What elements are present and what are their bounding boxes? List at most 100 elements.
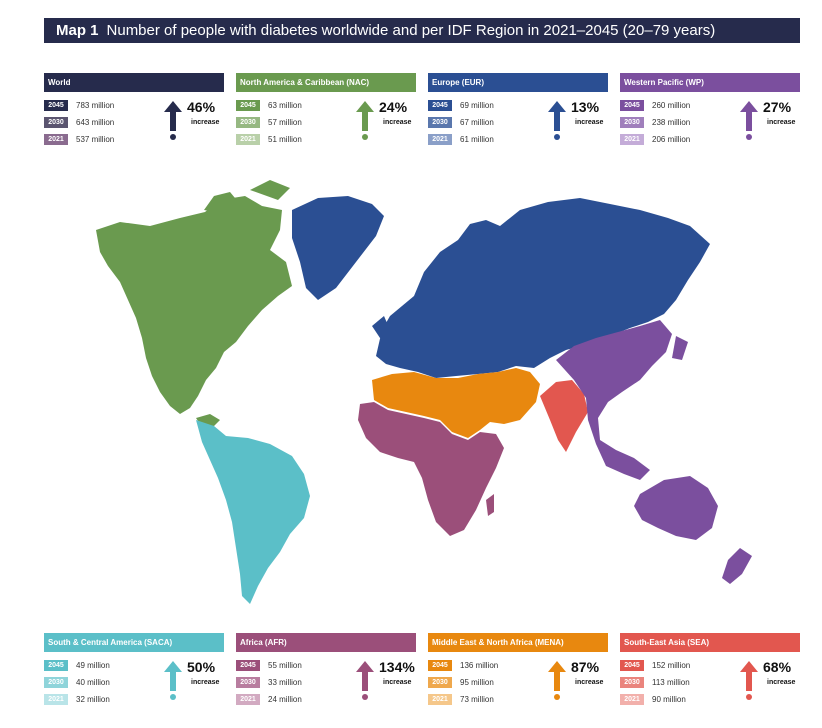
increase-label: increase [383, 679, 412, 686]
year-value: 113 million [652, 678, 690, 687]
region-panel-north-america-caribbean-nac: North America & Caribbean (NAC) 2045 63 mi… [236, 73, 416, 148]
year-badge: 2021 [428, 134, 452, 145]
year-row: 2030 67 million [428, 114, 608, 131]
year-row: 2030 40 million [44, 674, 224, 691]
year-row: 2021 73 million [428, 691, 608, 708]
map-title: Number of people with diabetes worldwide… [106, 22, 716, 39]
year-badge: 2045 [428, 660, 452, 671]
year-badge: 2030 [620, 677, 644, 688]
increase-label: increase [191, 119, 220, 126]
year-value: 49 million [76, 661, 110, 670]
year-row: 2045 63 million [236, 97, 416, 114]
increase-percent: 50% [187, 659, 216, 675]
year-badge: 2030 [44, 117, 68, 128]
year-value: 238 million [652, 118, 691, 127]
year-row: 2021 51 million [236, 131, 416, 148]
year-value: 32 million [76, 695, 110, 704]
year-badge: 2030 [236, 677, 260, 688]
increase-percent: 13% [571, 99, 600, 115]
region-eur [372, 198, 710, 378]
increase-label: increase [767, 679, 796, 686]
region-header: South & Central America (SACA) [44, 633, 224, 652]
region-panel-africa-afr: Africa (AFR) 2045 55 million 2030 33 million… [236, 633, 416, 708]
year-value: 260 million [652, 101, 691, 110]
region-rows: 2045 152 million 2030 113 million 2021 90 mil… [620, 657, 800, 708]
region-rows: 2045 49 million 2030 40 million 2021 32 milli… [44, 657, 224, 708]
year-row: 2045 260 million [620, 97, 800, 114]
up-arrow-icon [356, 101, 374, 140]
region-mena [372, 368, 540, 438]
up-arrow-icon [740, 661, 758, 700]
region-wp [556, 320, 752, 584]
region-nac [96, 180, 292, 426]
year-badge: 2030 [236, 117, 260, 128]
increase-percent: 46% [187, 99, 216, 115]
year-row: 2045 55 million [236, 657, 416, 674]
year-badge: 2021 [620, 694, 644, 705]
region-sea [540, 380, 588, 452]
year-row: 2045 783 million [44, 97, 224, 114]
year-value: 783 million [76, 101, 115, 110]
year-badge: 2021 [428, 694, 452, 705]
year-value: 69 million [460, 101, 494, 110]
region-panel-western-pacific-wp: Western Pacific (WP) 2045 260 million 2030 2… [620, 73, 800, 148]
year-badge: 2045 [44, 660, 68, 671]
year-badge: 2021 [44, 694, 68, 705]
region-panel-world: World 2045 783 million 2030 643 million 2021 5… [44, 73, 224, 148]
increase-label: increase [575, 679, 604, 686]
increase-percent: 87% [571, 659, 600, 675]
increase-label: increase [383, 119, 412, 126]
year-row: 2030 113 million [620, 674, 800, 691]
year-row: 2030 57 million [236, 114, 416, 131]
year-badge: 2021 [44, 134, 68, 145]
region-panel-south-central-america-saca: South & Central America (SACA) 2045 49 mil… [44, 633, 224, 708]
increase-percent: 68% [763, 659, 792, 675]
year-value: 73 million [460, 695, 494, 704]
year-badge: 2021 [236, 134, 260, 145]
region-rows: 2045 55 million 2030 33 million 2021 24 milli… [236, 657, 416, 708]
year-badge: 2030 [44, 677, 68, 688]
year-badge: 2030 [428, 117, 452, 128]
year-value: 90 million [652, 695, 686, 704]
year-badge: 2045 [620, 100, 644, 111]
year-value: 95 million [460, 678, 494, 687]
up-arrow-icon [164, 101, 182, 140]
region-header: Western Pacific (WP) [620, 73, 800, 92]
increase-label: increase [191, 679, 220, 686]
year-value: 24 million [268, 695, 302, 704]
region-header: Middle East & North Africa (MENA) [428, 633, 608, 652]
year-row: 2045 152 million [620, 657, 800, 674]
region-rows: 2045 63 million 2030 57 million 2021 51 milli… [236, 97, 416, 148]
year-value: 643 million [76, 118, 115, 127]
up-arrow-icon [164, 661, 182, 700]
year-value: 152 million [652, 661, 691, 670]
year-row: 2045 136 million [428, 657, 608, 674]
up-arrow-icon [740, 101, 758, 140]
year-badge: 2021 [236, 694, 260, 705]
up-arrow-icon [356, 661, 374, 700]
year-row: 2021 24 million [236, 691, 416, 708]
up-arrow-icon [548, 661, 566, 700]
year-value: 206 million [652, 135, 691, 144]
year-value: 55 million [268, 661, 302, 670]
region-saca [196, 420, 310, 604]
year-value: 63 million [268, 101, 302, 110]
region-rows: 2045 783 million 2030 643 million 2021 537 mi… [44, 97, 224, 148]
year-row: 2021 206 million [620, 131, 800, 148]
year-badge: 2045 [44, 100, 68, 111]
year-badge: 2021 [620, 134, 644, 145]
increase-label: increase [767, 119, 796, 126]
year-value: 40 million [76, 678, 110, 687]
year-row: 2045 69 million [428, 97, 608, 114]
year-row: 2030 238 million [620, 114, 800, 131]
year-row: 2021 61 million [428, 131, 608, 148]
up-arrow-icon [548, 101, 566, 140]
map-label: Map 1 [56, 22, 99, 39]
year-badge: 2030 [428, 677, 452, 688]
region-panel-middle-east-north-africa-mena: Middle East & North Africa (MENA) 2045 136… [428, 633, 608, 708]
year-row: 2021 537 million [44, 131, 224, 148]
region-header: Europe (EUR) [428, 73, 608, 92]
year-value: 51 million [268, 135, 302, 144]
region-afr [358, 402, 504, 536]
